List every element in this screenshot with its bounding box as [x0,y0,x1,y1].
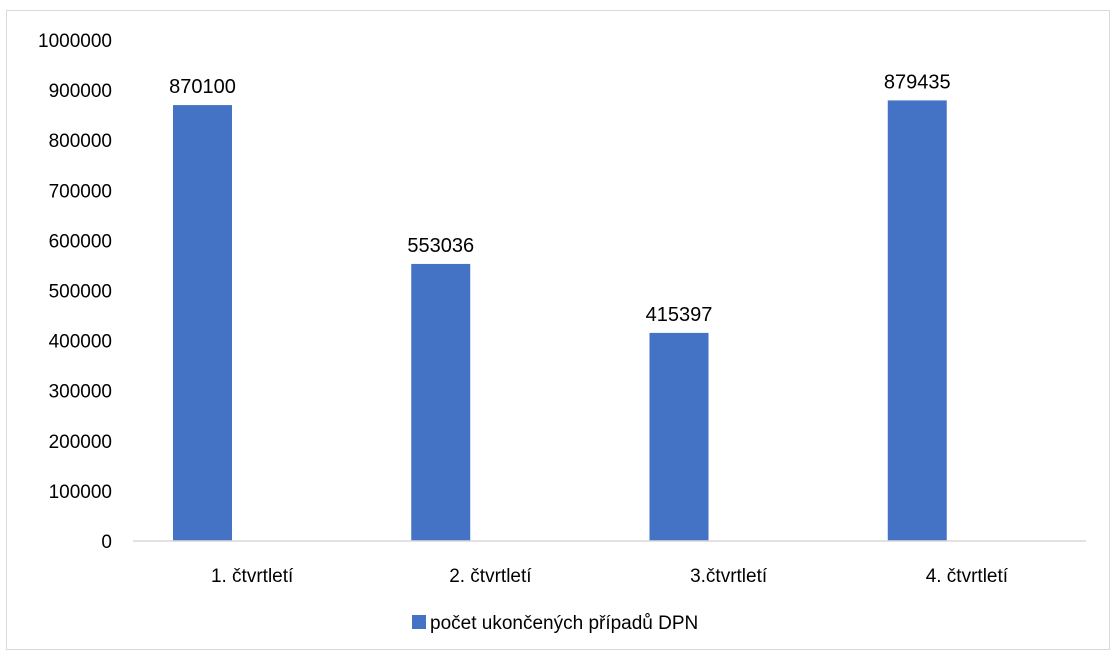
legend-swatch [412,615,426,629]
y-tick-label: 700000 [49,181,112,202]
y-tick-label: 100000 [49,482,112,503]
legend: počet ukončených případů DPN [412,613,698,634]
y-tick-label: 900000 [49,81,112,102]
legend-label: počet ukončených případů DPN [430,613,698,634]
x-tick-label: 3.čtvrtletí [690,566,768,587]
y-tick-label: 300000 [49,382,112,403]
x-axis: 1. čtvrtletí 2. čtvrtletí 3.čtvrtletí 4. čt… [211,566,1009,587]
bar [411,263,471,541]
y-axis: 0 100000 200000 300000 400000 500000 600000 700… [38,31,112,553]
y-tick-label: 200000 [49,432,112,453]
bar [887,100,947,541]
bar-data-label: 553036 [407,235,474,257]
bar [173,105,232,542]
bar [649,332,709,541]
x-tick-label: 2. čtvrtletí [449,566,532,587]
x-tick-label: 1. čtvrtletí [211,566,294,587]
bar-data-label: 879435 [884,71,951,93]
y-tick-label: 400000 [49,332,112,353]
bar-data-label: 415397 [646,304,713,326]
y-tick-label: 0 [101,532,112,553]
bars [173,100,947,542]
x-tick-label: 4. čtvrtletí [926,566,1009,587]
y-tick-label: 500000 [49,282,112,303]
y-tick-label: 600000 [49,231,112,252]
data-labels: 870100 553036 415397 879435 [169,71,951,325]
bar-data-label: 870100 [169,76,236,98]
y-tick-label: 800000 [49,131,112,152]
y-tick-label: 1000000 [38,31,112,52]
